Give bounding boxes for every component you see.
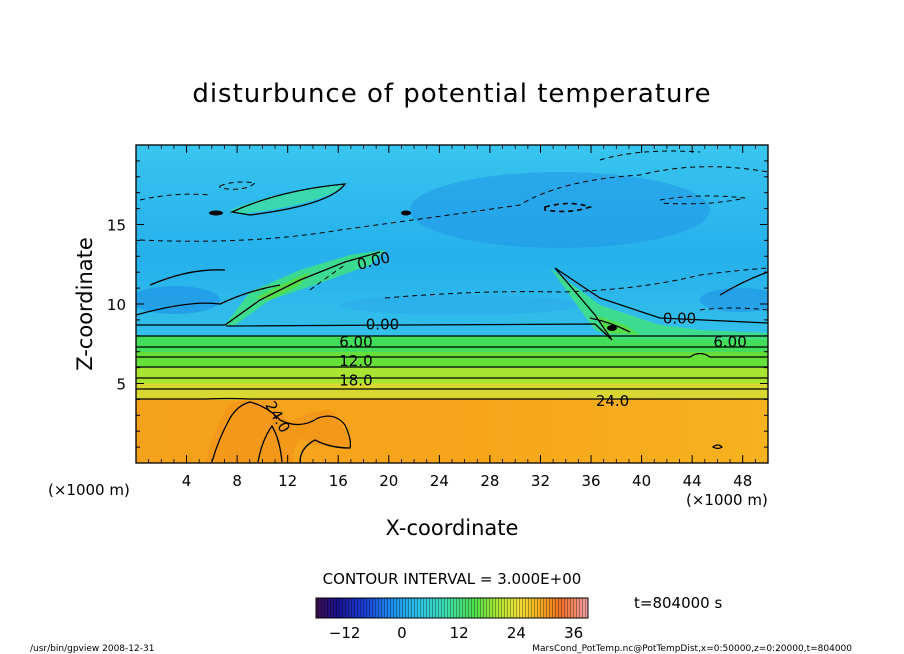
x-tick-label: 4: [182, 472, 192, 490]
colorbar-tick-label: 24: [507, 624, 526, 642]
footer-left: /usr/bin/gpview 2008-12-31: [30, 644, 154, 654]
x-tick-label: 32: [531, 472, 550, 490]
colorbar-tick-label: 12: [450, 624, 469, 642]
colorbar-tick-label: 36: [564, 624, 583, 642]
value-band: [136, 351, 768, 368]
x-unit-right: (×1000 m): [686, 491, 768, 509]
value-band: [136, 383, 768, 400]
time-label: t=804000 s: [634, 594, 722, 612]
y-axis-label: Z-coordinate: [73, 237, 97, 371]
y-tick-label: 15: [107, 217, 126, 235]
x-tick-label: 36: [581, 472, 600, 490]
x-tick-label: 16: [329, 472, 348, 490]
colorbar-tick-label: 0: [397, 624, 407, 642]
contour-label: 0.00: [663, 309, 696, 327]
y-tick-label: 5: [116, 376, 126, 394]
contour-lines: [136, 183, 768, 463]
colorbar-frame: [315, 597, 589, 619]
contour-label: 0.00: [366, 316, 399, 334]
x-tick-label: 12: [278, 472, 297, 490]
x-tick-label: 48: [733, 472, 752, 490]
x-tick-label: 24: [430, 472, 449, 490]
x-tick-label: 40: [632, 472, 651, 490]
negative-contours: [139, 150, 768, 311]
heatmap-field: [136, 145, 768, 463]
contour-label: 18.0: [339, 371, 372, 389]
contour-label: 6.00: [339, 333, 372, 351]
colorbar: −12 0 12 24 36: [315, 597, 589, 642]
x-tick-label: 8: [232, 472, 242, 490]
x-tick-label: 44: [683, 472, 702, 490]
x-unit-left: (×1000 m): [48, 481, 130, 499]
contour-label: 24.0: [596, 392, 629, 410]
chart-title: disturbunce of potential temperature: [192, 79, 711, 109]
value-band: [136, 367, 768, 384]
value-band: [136, 335, 768, 352]
contour-label: 12.0: [339, 352, 372, 370]
contour-label: 6.00: [713, 333, 746, 351]
x-tick-label: 20: [379, 472, 398, 490]
colorbar-lines: [316, 598, 588, 618]
contour-blotches: [209, 210, 617, 331]
x-axis-label: X-coordinate: [386, 516, 519, 540]
contour-interval: CONTOUR INTERVAL = 3.000E+00: [323, 570, 582, 588]
colorbar-tick-label: −12: [329, 624, 361, 642]
footer-right: MarsCond_PotTemp.nc@PotTempDist,x=0:5000…: [532, 644, 852, 654]
x-tick-label: 28: [480, 472, 499, 490]
y-tick-label: 10: [107, 296, 126, 314]
